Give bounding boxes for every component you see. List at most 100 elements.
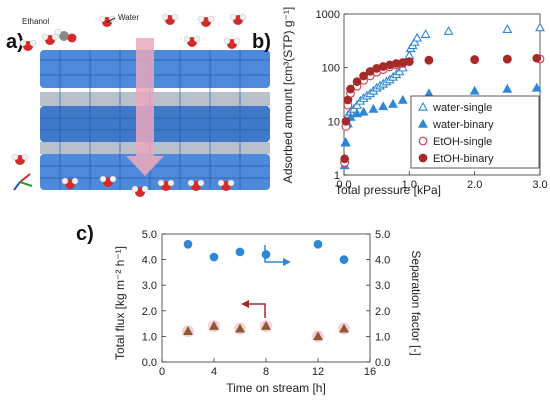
data-point-water-single [409, 36, 420, 46]
panel-a-label: a) [6, 31, 24, 53]
ethanol-molecule [54, 28, 77, 43]
data-point-water-binary [388, 98, 398, 108]
panel-c: c) 0 4 8 12 160.01.02.03.04.05.00.01.02.03.0… [76, 223, 423, 395]
legend-marker-EtOH-binary [418, 153, 428, 163]
water-molecule [19, 39, 37, 51]
chart-c: 0 4 8 12 160.01.02.03.04.05.00.01.02.03.04.0… [142, 229, 391, 378]
water-molecule [99, 175, 117, 187]
chart-c-x-tick-label: 12 [312, 366, 324, 378]
chart-b: 0.0 1.0 2.0 3.0 1 10 100 1000 [316, 9, 548, 191]
data-point-EtOH-binary [470, 55, 480, 64]
chart-c-x-tick-label: 0 [159, 366, 165, 378]
water-molecule [41, 33, 59, 45]
data-point-water-binary [397, 94, 408, 104]
data-point-flux [339, 255, 349, 264]
chart-c-y-tick-label-left: 1.0 [142, 331, 157, 343]
chart-c-y-tick-label-right: 4.0 [375, 255, 390, 267]
framework-layer-middle [40, 106, 270, 142]
molecules [11, 13, 247, 197]
water-molecule [217, 179, 235, 191]
data-point-EtOH-binary [352, 77, 362, 86]
water-molecule [229, 13, 247, 25]
water-molecule [187, 179, 205, 191]
chart-b-legend: water-single water-binary EtOH-single EtOH-… [410, 95, 540, 169]
water-label: Water [118, 13, 139, 22]
framework-layer-top [40, 50, 270, 88]
chart-c-y-tick-label-right: 2.0 [375, 306, 390, 318]
data-point-separation [235, 323, 245, 333]
legend-label-EtOH-binary: EtOH-binary [433, 153, 494, 165]
legend-marker-water-binary [418, 118, 428, 128]
data-point-separation [313, 331, 323, 341]
data-point-water-single [443, 25, 454, 35]
data-point-EtOH-binary [346, 84, 355, 94]
chart-b-y-tick-label: 1000 [316, 9, 340, 21]
chart-c-ylabel-left: Total flux [kg m⁻² h⁻¹] [113, 246, 127, 360]
chart-c-xlabel: Time on stream [h] [226, 381, 326, 395]
data-point-flux [183, 239, 193, 249]
data-point-water-binary [378, 101, 389, 111]
data-point-EtOH-binary [359, 71, 368, 81]
data-point-flux [235, 247, 245, 257]
water-molecule [197, 15, 215, 27]
chart-b-x-tick-label: 1.0 [402, 179, 417, 191]
separation-axis-arrow [241, 300, 266, 318]
data-point-EtOH-binary [424, 55, 434, 65]
chart-b-y-tick-label: 1 [334, 170, 340, 182]
legend-box [410, 95, 540, 169]
chart-b-x-tick-label: 0.0 [336, 179, 351, 191]
chart-c-y-tick-label-left: 5.0 [142, 229, 157, 241]
legend-marker-EtOH-single [418, 136, 428, 146]
framework-linker-bottom [40, 142, 270, 154]
framework-illustration [40, 50, 270, 190]
chart-c-y-tick-label-left: 4.0 [142, 255, 157, 267]
data-point-flux [313, 239, 323, 249]
water-molecule [161, 13, 179, 25]
chart-b-xlabel: Total pressure [kPa] [335, 183, 441, 197]
water-molecule [223, 37, 241, 49]
water-leader-line [106, 17, 116, 23]
diffusion-arrow [126, 38, 164, 176]
chart-b-x-tick-label: 2.0 [467, 179, 482, 191]
data-point-water-binary [358, 106, 369, 116]
framework-texture [40, 50, 270, 190]
data-point-separation [261, 321, 271, 330]
panel-a: a) Ethanol Water [6, 13, 270, 197]
panel-b-label: b) [252, 31, 271, 53]
data-point-water-binary [368, 103, 379, 113]
legend-label-water-binary: water-binary [432, 119, 494, 131]
data-point-EtOH-binary [502, 54, 512, 64]
data-point-water-binary [469, 85, 480, 95]
chart-c-x-tick-label: 4 [211, 366, 217, 378]
data-point-water-binary [502, 83, 513, 93]
data-point-EtOH-binary [532, 53, 542, 63]
chart-b-x-tick-label: 3.0 [532, 179, 547, 191]
data-point-EtOH-binary [404, 57, 414, 66]
chart-c-y-tick-label-right: 1.0 [375, 331, 390, 343]
panel-b: b) 0.0 1.0 2.0 3.0 1 10 100 1000 Total pressure… [252, 7, 548, 197]
water-molecule [98, 15, 116, 27]
data-point-water-single [420, 29, 431, 38]
chart-c-y-tick-label-right: 5.0 [375, 229, 390, 241]
data-point-water-binary [341, 137, 351, 147]
ethanol-label: Ethanol [22, 17, 49, 26]
panel-c-label: c) [76, 223, 94, 245]
water-molecule [61, 177, 79, 189]
data-point-water-single [535, 22, 545, 32]
chart-c-y-tick-label-left: 2.0 [142, 306, 157, 318]
water-molecule [157, 179, 175, 191]
framework-layer-bottom [40, 154, 270, 190]
data-point-separation [183, 326, 193, 336]
axis-triad-icon [13, 173, 33, 191]
chart-c-y-tick-label-left: 3.0 [142, 280, 157, 292]
legend-entries: water-single water-binary EtOH-single EtOH-… [418, 101, 494, 165]
chart-b-ylabel: Adsorbed amount [cm³(STP) g⁻¹] [281, 7, 295, 183]
series-separation [182, 320, 350, 343]
data-point-separation [339, 323, 349, 333]
data-point-flux [261, 250, 271, 259]
data-point-water-single [502, 24, 513, 33]
chart-b-y-tick-label: 100 [322, 63, 340, 75]
data-point-water-binary [531, 82, 542, 92]
chart-c-x-tick-label: 8 [263, 366, 269, 378]
